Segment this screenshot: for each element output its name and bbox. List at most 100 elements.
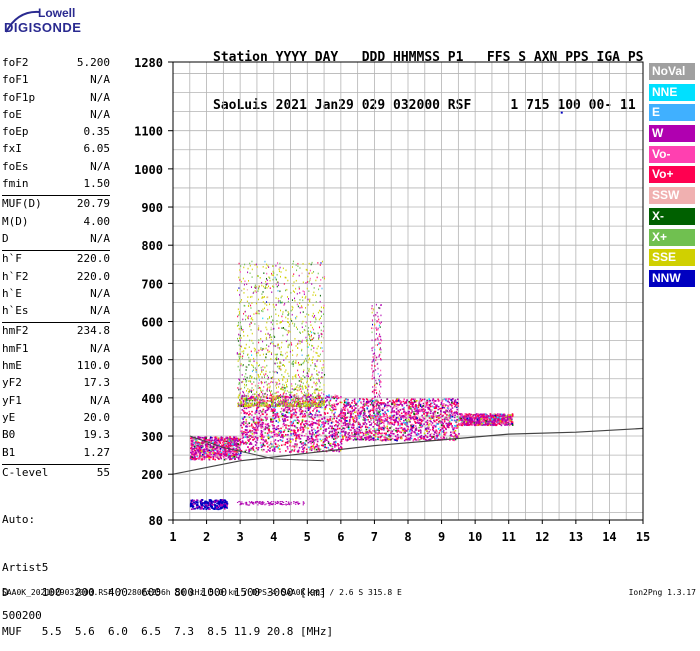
echo-point (360, 413, 362, 415)
echo-point (333, 396, 335, 398)
echo-point (308, 371, 309, 373)
echo-point (294, 300, 295, 302)
echo-point (349, 438, 351, 440)
echo-point (227, 455, 229, 457)
echo-point (249, 425, 251, 427)
echo-point (319, 419, 321, 421)
echo-point (381, 404, 383, 406)
echo-point (358, 432, 360, 434)
echo-point (392, 433, 394, 435)
echo-point (251, 419, 253, 421)
echo-point (279, 433, 281, 435)
echo-point (310, 324, 311, 326)
echo-point (197, 445, 199, 447)
echo-point (408, 419, 410, 421)
echo-point (281, 434, 283, 436)
echo-point (359, 424, 361, 426)
echo-point (434, 414, 436, 416)
echo-point (333, 438, 335, 440)
echo-point (395, 435, 397, 437)
echo-point (290, 441, 292, 443)
echo-point (447, 420, 449, 422)
echo-point (340, 413, 342, 415)
echo-point (378, 413, 380, 415)
echo-point (248, 411, 250, 413)
echo-point (265, 415, 267, 417)
echo-point (282, 418, 284, 420)
echo-point (283, 420, 285, 422)
echo-point (257, 439, 259, 441)
echo-point (393, 410, 395, 412)
echo-point (485, 420, 487, 422)
echo-point (367, 416, 369, 418)
echo-point (285, 369, 286, 371)
echo-point (470, 423, 472, 425)
echo-point (360, 432, 362, 434)
echo-point (471, 415, 473, 417)
echo-point (393, 416, 395, 418)
echo-point (439, 408, 441, 410)
echo-point (345, 433, 347, 435)
echo-point (309, 368, 310, 370)
echo-point (278, 416, 280, 418)
echo-point (354, 429, 356, 431)
echo-point (324, 440, 326, 442)
echo-point (278, 404, 279, 406)
echo-point (304, 442, 306, 444)
echo-point (275, 313, 276, 315)
echo-point (201, 456, 203, 458)
echo-point (321, 376, 322, 378)
echo-point (244, 394, 245, 396)
echo-points (190, 112, 563, 510)
echo-point (313, 446, 315, 448)
echo-point (348, 437, 350, 439)
echo-point (392, 407, 394, 409)
echo-point (222, 449, 224, 451)
echo-point (284, 408, 286, 410)
echo-point (305, 440, 307, 442)
echo-point (457, 399, 459, 401)
echo-point (396, 417, 398, 419)
echo-point (243, 353, 244, 355)
echo-point (255, 432, 257, 434)
echo-point (507, 424, 509, 426)
echo-point (481, 418, 483, 420)
echo-point (240, 430, 242, 432)
echo-point (292, 445, 294, 447)
echo-point (290, 416, 292, 418)
echo-point (340, 410, 342, 412)
echo-point (396, 428, 398, 430)
echo-point (207, 444, 209, 446)
echo-point (398, 437, 400, 439)
echo-point (241, 427, 243, 429)
echo-point (284, 429, 286, 431)
echo-point (228, 457, 230, 459)
echo-point (279, 448, 281, 450)
echo-point (410, 437, 412, 439)
echo-point (191, 445, 193, 447)
echo-point (343, 435, 345, 437)
echo-point (334, 405, 336, 407)
echo-point (276, 426, 278, 428)
echo-point (190, 457, 192, 459)
echo-point (242, 397, 243, 399)
echo-point (435, 415, 437, 417)
echo-point (450, 432, 452, 434)
echo-point (299, 434, 301, 436)
echo-point (397, 421, 399, 423)
echo-point (318, 423, 320, 425)
echo-point (306, 360, 307, 362)
echo-point (250, 361, 251, 363)
echo-point (258, 342, 259, 344)
echo-point (205, 454, 207, 456)
echo-point (196, 455, 198, 457)
echo-point (353, 439, 355, 441)
echo-point (305, 433, 307, 435)
echo-point (316, 301, 317, 303)
echo-point (359, 422, 361, 424)
echo-point (421, 415, 423, 417)
echo-point (255, 284, 256, 286)
echo-point (431, 433, 433, 435)
echo-point (312, 272, 313, 274)
echo-point (309, 449, 311, 451)
